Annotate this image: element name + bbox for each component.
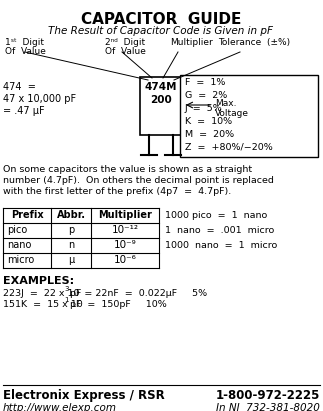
Text: Electronix Express / RSR: Electronix Express / RSR xyxy=(3,389,165,402)
Text: Max.: Max. xyxy=(215,99,236,108)
Text: 10⁻¹²: 10⁻¹² xyxy=(111,225,139,235)
Text: On some capacitors the value is shown as a straight: On some capacitors the value is shown as… xyxy=(3,165,252,174)
Text: pF = 22nF  =  0.022μF     5%: pF = 22nF = 0.022μF 5% xyxy=(69,289,207,298)
Text: nano: nano xyxy=(7,240,31,250)
Text: CAPACITOR  GUIDE: CAPACITOR GUIDE xyxy=(81,12,241,27)
Text: pF  =  150pF     10%: pF = 150pF 10% xyxy=(69,300,166,309)
Text: Voltage: Voltage xyxy=(215,109,249,118)
Text: Of  Value: Of Value xyxy=(105,47,146,56)
Text: F  =  1%: F = 1% xyxy=(185,78,225,87)
Text: Multiplier: Multiplier xyxy=(98,210,152,220)
Text: = .47 μF: = .47 μF xyxy=(3,106,45,116)
Text: 1000  nano  =  1  micro: 1000 nano = 1 micro xyxy=(165,241,277,250)
Text: 1-800-972-2225: 1-800-972-2225 xyxy=(216,389,320,402)
Text: with the first letter of the prefix (4p7  =  4.7pF).: with the first letter of the prefix (4p7… xyxy=(3,187,231,196)
Text: 10⁻⁹: 10⁻⁹ xyxy=(114,240,136,250)
Text: micro: micro xyxy=(7,255,34,265)
Text: 474M: 474M xyxy=(145,82,177,92)
Text: 10⁻⁶: 10⁻⁶ xyxy=(114,255,136,265)
Text: 1: 1 xyxy=(65,297,69,303)
Text: p: p xyxy=(68,225,74,235)
Text: 223J  =  22 x 10: 223J = 22 x 10 xyxy=(3,289,79,298)
Text: Of  Value: Of Value xyxy=(5,47,46,56)
Text: 474  =: 474 = xyxy=(3,82,36,92)
Text: Abbr.: Abbr. xyxy=(57,210,86,220)
Bar xyxy=(140,77,182,135)
Text: 1  nano  =  .001  micro: 1 nano = .001 micro xyxy=(165,226,274,235)
Text: The Result of Capacitor Code is Given in pF: The Result of Capacitor Code is Given in… xyxy=(48,26,274,36)
Text: J  =  5%: J = 5% xyxy=(185,104,223,113)
Text: M  =  20%: M = 20% xyxy=(185,130,234,139)
Text: Prefix: Prefix xyxy=(11,210,43,220)
Text: 200: 200 xyxy=(150,95,172,105)
Bar xyxy=(180,75,318,157)
Text: 1000 pico  =  1  nano: 1000 pico = 1 nano xyxy=(165,211,267,220)
Text: 2ⁿᵈ  Digit: 2ⁿᵈ Digit xyxy=(105,38,145,47)
Text: pico: pico xyxy=(7,225,27,235)
Text: 1ˢᵗ  Digit: 1ˢᵗ Digit xyxy=(5,38,44,47)
Text: EXAMPLES:: EXAMPLES: xyxy=(3,276,74,286)
Text: G  =  2%: G = 2% xyxy=(185,91,227,100)
Text: number (4.7pF).  On others the decimal point is replaced: number (4.7pF). On others the decimal po… xyxy=(3,176,274,185)
Text: 223J  =  22 x 10: 223J = 22 x 10 xyxy=(3,289,79,298)
Text: http://www.elexp.com: http://www.elexp.com xyxy=(3,403,117,411)
Text: μ: μ xyxy=(68,255,74,265)
Text: In NJ  732-381-8020: In NJ 732-381-8020 xyxy=(216,403,320,411)
Text: Z  =  +80%/−20%: Z = +80%/−20% xyxy=(185,143,273,152)
Text: 47 x 10,000 pF: 47 x 10,000 pF xyxy=(3,94,76,104)
Text: n: n xyxy=(68,240,74,250)
Text: Multiplier: Multiplier xyxy=(170,38,213,47)
Text: 3: 3 xyxy=(65,286,69,292)
Text: Tolerance  (±%): Tolerance (±%) xyxy=(218,38,290,47)
Text: 151K  =  15 x 10: 151K = 15 x 10 xyxy=(3,300,83,309)
Text: K  =  10%: K = 10% xyxy=(185,117,232,126)
